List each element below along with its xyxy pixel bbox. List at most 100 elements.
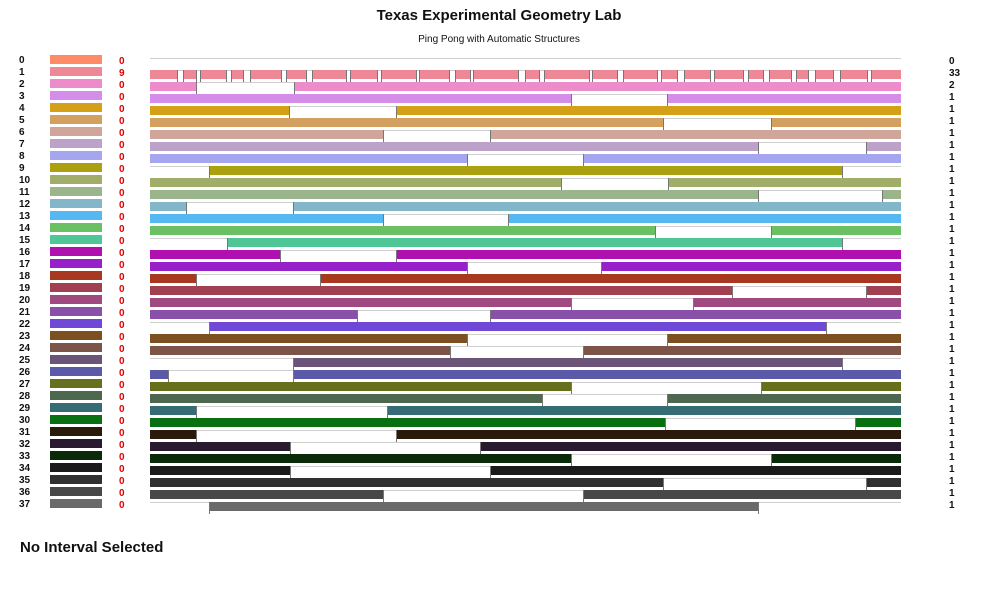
- row-interval-track[interactable]: [150, 394, 901, 406]
- row-color-swatch[interactable]: [50, 211, 102, 220]
- interval-segment[interactable]: [293, 358, 842, 367]
- interval-segment[interactable]: [150, 262, 467, 271]
- interval-segment[interactable]: [396, 430, 901, 439]
- row-interval-track[interactable]: [150, 358, 901, 370]
- interval-segment[interactable]: [490, 130, 901, 139]
- interval-segment[interactable]: [150, 370, 169, 379]
- interval-segment[interactable]: [294, 82, 901, 91]
- row-interval-track[interactable]: [150, 502, 901, 514]
- interval-segment[interactable]: [150, 454, 571, 463]
- row-color-swatch[interactable]: [50, 319, 102, 328]
- interval-segment[interactable]: [208, 322, 826, 331]
- row-interval-track[interactable]: [150, 142, 901, 154]
- row-interval-track[interactable]: [150, 94, 901, 106]
- interval-segment[interactable]: [150, 178, 561, 187]
- row-color-swatch[interactable]: [50, 307, 102, 316]
- interval-segment[interactable]: [582, 154, 901, 163]
- interval-segment[interactable]: [761, 382, 901, 391]
- interval-segment[interactable]: [855, 418, 901, 427]
- interval-segment[interactable]: [771, 118, 901, 127]
- row-interval-track[interactable]: [150, 418, 901, 430]
- row-color-swatch[interactable]: [50, 271, 102, 280]
- interval-segment[interactable]: [150, 94, 571, 103]
- interval-segment[interactable]: [349, 70, 378, 79]
- interval-segment[interactable]: [150, 382, 571, 391]
- row-interval-track[interactable]: [150, 310, 901, 322]
- interval-segment[interactable]: [480, 442, 901, 451]
- interval-segment[interactable]: [319, 274, 901, 283]
- interval-segment[interactable]: [150, 406, 196, 415]
- row-color-swatch[interactable]: [50, 247, 102, 256]
- interval-segment[interactable]: [454, 70, 471, 79]
- row-interval-track[interactable]: [150, 442, 901, 454]
- interval-segment[interactable]: [150, 202, 187, 211]
- row-color-swatch[interactable]: [50, 391, 102, 400]
- interval-segment[interactable]: [583, 490, 901, 499]
- interval-segment[interactable]: [150, 418, 666, 427]
- interval-segment[interactable]: [490, 310, 901, 319]
- row-interval-track[interactable]: [150, 82, 901, 94]
- row-interval-track[interactable]: [150, 154, 901, 166]
- row-color-swatch[interactable]: [50, 451, 102, 460]
- row-color-swatch[interactable]: [50, 415, 102, 424]
- interval-segment[interactable]: [668, 178, 901, 187]
- interval-segment[interactable]: [815, 70, 834, 79]
- interval-segment[interactable]: [795, 70, 808, 79]
- row-interval-track[interactable]: [150, 58, 901, 70]
- row-color-swatch[interactable]: [50, 367, 102, 376]
- interval-segment[interactable]: [692, 298, 901, 307]
- interval-segment[interactable]: [381, 70, 416, 79]
- interval-segment[interactable]: [150, 442, 290, 451]
- interval-segment[interactable]: [713, 70, 744, 79]
- row-color-swatch[interactable]: [50, 187, 102, 196]
- row-interval-track[interactable]: [150, 214, 901, 226]
- row-color-swatch[interactable]: [50, 403, 102, 412]
- row-interval-track[interactable]: [150, 226, 901, 238]
- row-color-swatch[interactable]: [50, 67, 102, 76]
- interval-segment[interactable]: [150, 274, 196, 283]
- interval-segment[interactable]: [666, 334, 901, 343]
- row-color-swatch[interactable]: [50, 223, 102, 232]
- interval-segment[interactable]: [150, 70, 178, 79]
- interval-segment[interactable]: [150, 394, 543, 403]
- interval-segment[interactable]: [150, 118, 663, 127]
- row-color-swatch[interactable]: [50, 331, 102, 340]
- interval-segment[interactable]: [601, 262, 901, 271]
- row-color-swatch[interactable]: [50, 139, 102, 148]
- interval-segment[interactable]: [182, 70, 197, 79]
- interval-segment[interactable]: [666, 94, 901, 103]
- interval-segment[interactable]: [312, 70, 347, 79]
- row-interval-track[interactable]: [150, 238, 901, 250]
- interval-segment[interactable]: [866, 286, 901, 295]
- interval-segment[interactable]: [683, 70, 710, 79]
- interval-segment[interactable]: [508, 214, 901, 223]
- row-color-swatch[interactable]: [50, 475, 102, 484]
- row-interval-track[interactable]: [150, 478, 901, 490]
- interval-segment[interactable]: [150, 298, 571, 307]
- interval-segment[interactable]: [771, 454, 901, 463]
- row-color-swatch[interactable]: [50, 343, 102, 352]
- row-interval-track[interactable]: [150, 370, 901, 382]
- row-interval-track[interactable]: [150, 178, 901, 190]
- row-interval-track[interactable]: [150, 250, 901, 262]
- interval-segment[interactable]: [250, 70, 282, 79]
- interval-segment[interactable]: [866, 478, 901, 487]
- interval-segment[interactable]: [150, 82, 196, 91]
- interval-segment[interactable]: [150, 226, 655, 235]
- interval-segment[interactable]: [150, 250, 280, 259]
- interval-segment[interactable]: [150, 130, 383, 139]
- interval-segment[interactable]: [150, 334, 467, 343]
- interval-segment[interactable]: [200, 70, 227, 79]
- row-interval-track[interactable]: [150, 274, 901, 286]
- interval-segment[interactable]: [840, 70, 867, 79]
- row-color-swatch[interactable]: [50, 55, 102, 64]
- interval-segment[interactable]: [150, 310, 357, 319]
- interval-segment[interactable]: [747, 70, 763, 79]
- row-interval-track[interactable]: [150, 298, 901, 310]
- interval-segment[interactable]: [661, 70, 677, 79]
- row-color-swatch[interactable]: [50, 103, 102, 112]
- row-interval-track[interactable]: [150, 454, 901, 466]
- interval-segment[interactable]: [490, 466, 901, 475]
- row-color-swatch[interactable]: [50, 259, 102, 268]
- row-interval-track[interactable]: [150, 262, 901, 274]
